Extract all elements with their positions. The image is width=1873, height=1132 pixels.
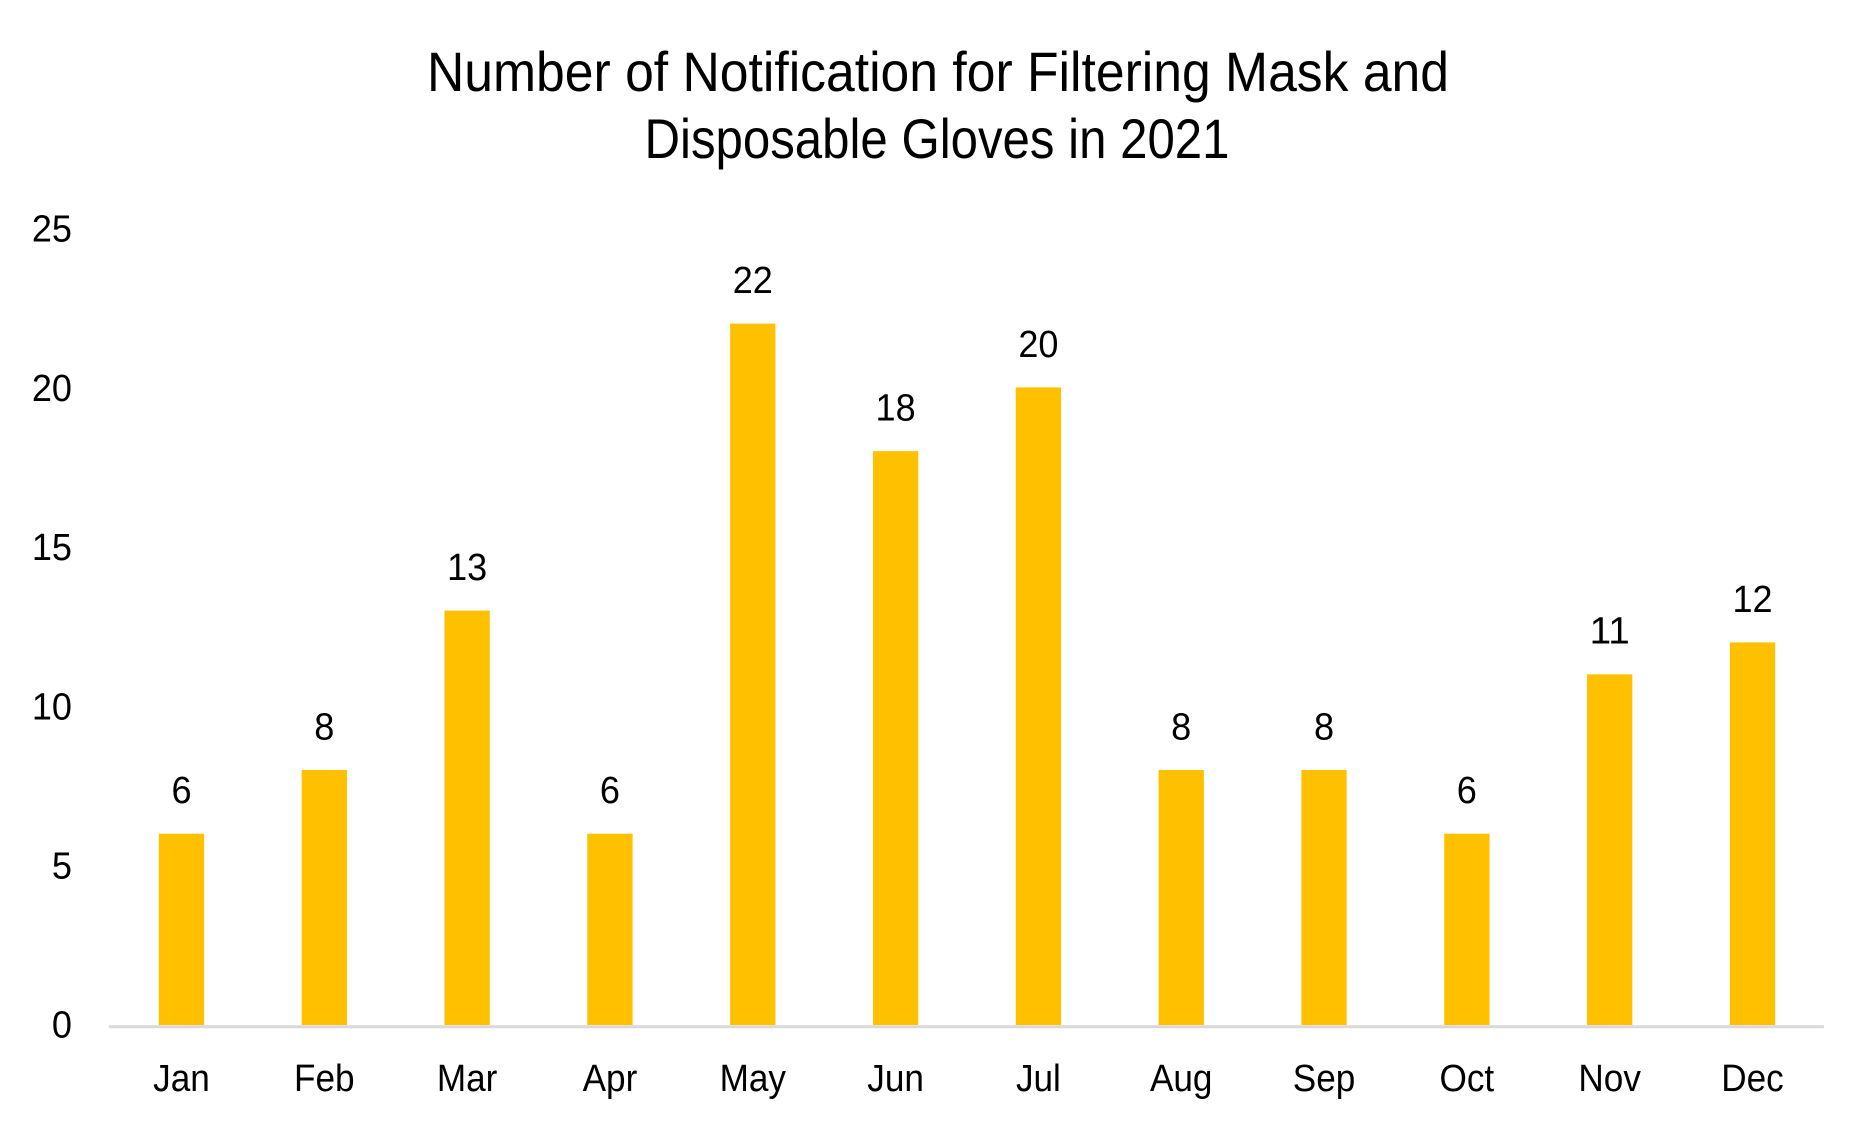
svg-text:13: 13 xyxy=(447,547,487,589)
svg-text:Jan: Jan xyxy=(153,1058,210,1100)
svg-text:Number of Notification for Fil: Number of Notification for Filtering Mas… xyxy=(427,40,1449,103)
svg-text:11: 11 xyxy=(1590,611,1630,653)
svg-text:15: 15 xyxy=(32,527,72,569)
svg-text:8: 8 xyxy=(1314,706,1334,748)
svg-text:Jul: Jul xyxy=(1016,1058,1061,1100)
svg-text:6: 6 xyxy=(171,770,191,812)
svg-text:8: 8 xyxy=(314,706,334,748)
svg-text:Oct: Oct xyxy=(1440,1058,1495,1100)
svg-text:20: 20 xyxy=(32,368,72,410)
svg-text:May: May xyxy=(720,1058,786,1100)
svg-text:8: 8 xyxy=(1171,706,1191,748)
svg-text:10: 10 xyxy=(32,686,72,728)
svg-text:6: 6 xyxy=(1457,770,1477,812)
svg-text:Sep: Sep xyxy=(1293,1058,1356,1100)
svg-text:12: 12 xyxy=(1732,579,1772,621)
svg-text:6: 6 xyxy=(600,770,620,812)
svg-text:Disposable Gloves in 2021: Disposable Gloves in 2021 xyxy=(645,107,1230,170)
svg-text:Feb: Feb xyxy=(294,1058,355,1100)
svg-text:Mar: Mar xyxy=(437,1058,498,1100)
svg-text:Apr: Apr xyxy=(583,1058,638,1100)
svg-text:Nov: Nov xyxy=(1578,1058,1641,1100)
svg-text:20: 20 xyxy=(1018,324,1058,366)
svg-text:Dec: Dec xyxy=(1721,1058,1784,1100)
svg-text:5: 5 xyxy=(52,846,72,888)
svg-text:18: 18 xyxy=(876,388,916,430)
svg-text:22: 22 xyxy=(733,260,773,302)
svg-text:Jun: Jun xyxy=(867,1058,924,1100)
svg-text:25: 25 xyxy=(32,209,72,251)
svg-text:Aug: Aug xyxy=(1150,1058,1213,1100)
svg-text:0: 0 xyxy=(52,1005,72,1047)
